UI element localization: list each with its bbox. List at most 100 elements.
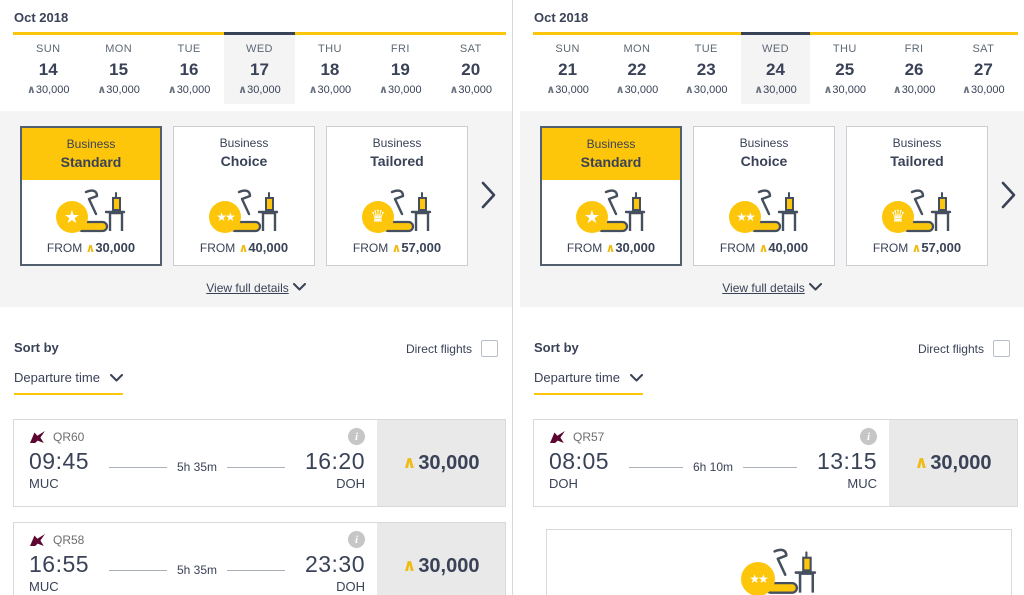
day-tab[interactable]: FRI 19 ∧30,000 [365,32,436,104]
day-tab[interactable]: FRI 26 ∧30,000 [879,32,949,104]
avios-icon: ∧ [238,84,248,96]
sort-dropdown[interactable]: Departure time [14,370,123,395]
arrival-time: 23:30 [304,551,365,577]
outbound-month-label: Oct 2018 [14,10,69,25]
day-tab[interactable]: TUE 23 ∧30,000 [671,32,741,104]
avios-icon: ∧ [911,241,922,255]
qatar-airways-logo-icon [30,431,45,443]
fare-family-section: Business Standard ★ FROM ∧30,000 Busines… [0,111,512,307]
arrival-airport: DOH [336,476,365,491]
view-full-details-link[interactable]: View full details [206,281,289,295]
arrival-time: 13:15 [816,448,877,474]
day-tab-selected[interactable]: WED 24 ∧30,000 [740,32,811,104]
info-icon[interactable]: i [348,531,365,548]
departure-airport: MUC [29,579,59,594]
chevron-down-icon [109,373,123,381]
next-fares-button[interactable] [999,179,1018,214]
chevron-right-icon [481,181,496,208]
chevron-down-icon [292,283,306,291]
fare-card-business-standard[interactable]: Business Standard ★ FROM ∧30,000 [540,126,682,266]
day-tab[interactable]: THU 18 ∧30,000 [294,32,366,104]
fare-card-business-choice[interactable]: Business Choice ★★ FROM ∧40,000 [173,126,315,266]
departure-time: 08:05 [549,448,610,474]
day-tab[interactable]: SAT 27 ∧30,000 [948,32,1018,104]
avios-icon: ∧ [449,84,459,96]
outbound-date-strip: SUN 14 ∧30,000 MON 15 ∧30,000 TUE 16 ∧30… [13,32,506,104]
need-more-options-box: ★★ Need more flight options for the same… [546,529,1012,595]
duration: 5h 35m [99,563,295,577]
fare-card-business-choice[interactable]: Business Choice ★★ FROM ∧40,000 [693,126,835,266]
avios-icon: ∧ [962,84,971,96]
seat-icon: ★★ [741,548,817,595]
outbound-panel: Oct 2018 SUN 14 ∧30,000 MON 15 ∧30,000 T… [0,0,512,595]
avios-icon: ∧ [605,241,616,255]
day-tab[interactable]: SUN 21 ∧30,000 [533,32,603,104]
chevron-down-icon [629,373,643,381]
direct-flights-label: Direct flights [917,341,984,356]
view-full-details-link[interactable]: View full details [722,281,805,295]
return-date-strip: SUN 21 ∧30,000 MON 22 ∧30,000 TUE 23 ∧30… [533,32,1018,104]
flight-row-qr58: QR58 i 16:55 MUC 5h 35m 23:30 DOH [13,522,506,595]
seat-icon: ★★ [209,189,279,233]
fare-card-business-standard[interactable]: Business Standard ★ FROM ∧30,000 [20,126,162,266]
duration: 5h 35m [99,460,295,474]
day-tab[interactable]: SAT 20 ∧30,000 [435,32,506,104]
avios-icon: ∧ [823,84,833,96]
flight-row-qr60: QR60 i 09:45 MUC 5h 35m 16:20 DOH [13,419,506,507]
sort-dropdown[interactable]: Departure time [534,370,643,395]
avios-icon: ∧ [391,241,402,255]
arrival-time: 16:20 [304,448,365,474]
direct-flights-checkbox[interactable] [481,340,498,357]
avios-icon: ∧ [758,241,769,255]
day-tab[interactable]: THU 25 ∧30,000 [810,32,880,104]
flight-price-button[interactable]: ∧ 30,000 [377,523,505,595]
avios-icon: ∧ [97,84,107,96]
departure-time: 16:55 [29,551,90,577]
avios-icon: ∧ [914,453,929,472]
avios-icon: ∧ [615,84,625,96]
avios-icon: ∧ [546,84,556,96]
flight-price-button[interactable]: ∧ 30,000 [889,420,1017,506]
chevron-right-icon [1001,181,1016,208]
day-tab[interactable]: TUE 16 ∧30,000 [153,32,225,104]
avios-icon: ∧ [402,556,417,575]
day-tab[interactable]: MON 15 ∧30,000 [83,32,154,104]
avios-icon: ∧ [167,84,177,96]
seat-icon: ★ [56,189,126,233]
arrival-airport: MUC [847,476,877,491]
crown-badge-icon: ♛ [882,201,914,233]
arrival-airport: DOH [336,579,365,594]
fare-card-business-tailored[interactable]: Business Tailored ♛ FROM ∧57,000 [846,126,988,266]
return-panel: Oct 2018 SUN 21 ∧30,000 MON 22 ∧30,000 T… [512,0,1024,595]
flight-row-qr57: QR57 i 08:05 DOH 6h 10m 13:15 MUC [533,419,1018,507]
avios-icon: ∧ [308,84,318,96]
departure-airport: MUC [29,476,59,491]
two-star-badge-icon: ★★ [741,562,775,595]
fare-card-business-tailored[interactable]: Business Tailored ♛ FROM ∧57,000 [326,126,468,266]
flight-number: QR60 [53,430,85,444]
two-star-badge-icon: ★★ [209,201,241,233]
return-month-label: Oct 2018 [534,10,589,25]
day-tab[interactable]: SUN 14 ∧30,000 [13,32,84,104]
flight-price-button[interactable]: ∧ 30,000 [377,420,505,506]
avios-icon: ∧ [684,84,694,96]
seat-icon: ★ [576,189,646,233]
info-icon[interactable]: i [348,428,365,445]
chevron-down-icon [808,283,822,291]
day-tab[interactable]: MON 22 ∧30,000 [602,32,672,104]
sort-by-label: Sort by [534,340,579,355]
duration: 6h 10m [619,460,807,474]
crown-badge-icon: ♛ [362,201,394,233]
seat-icon: ♛ [362,189,432,233]
flight-number: QR58 [53,533,85,547]
two-star-badge-icon: ★★ [729,201,761,233]
next-fares-button[interactable] [479,179,498,214]
info-icon[interactable]: i [860,428,877,445]
day-tab-selected[interactable]: WED 17 ∧30,000 [224,32,295,104]
one-star-badge-icon: ★ [56,201,88,233]
direct-flights-label: Direct flights [405,341,472,356]
direct-flights-checkbox[interactable] [993,340,1010,357]
avios-icon: ∧ [26,84,36,96]
departure-airport: DOH [549,476,578,491]
